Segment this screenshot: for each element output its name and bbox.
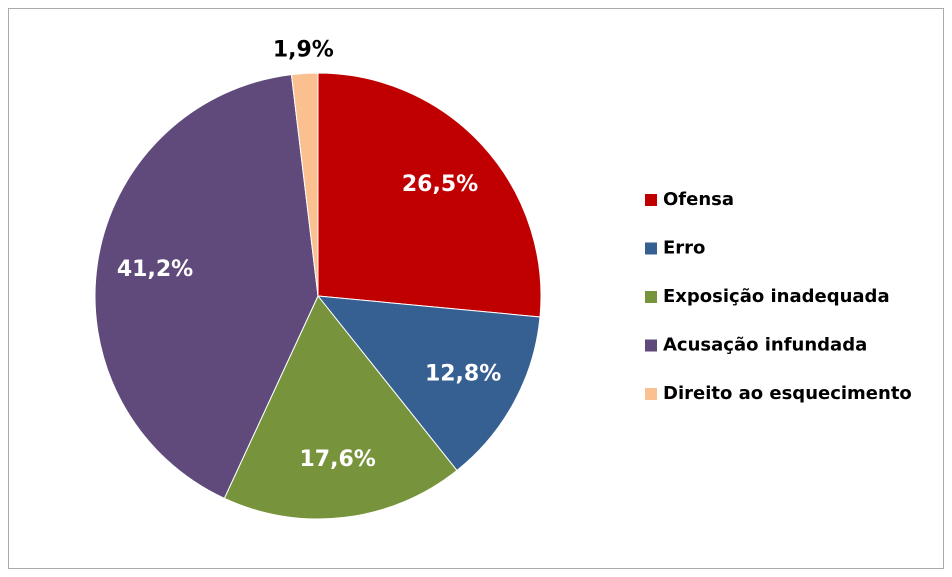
legend-label: Erro [663,238,705,259]
legend-swatch [645,194,657,206]
pie-slice [290,72,319,297]
legend-swatch [645,339,657,352]
legend-label: Acusação infundada [663,335,867,356]
legend-label: Direito ao esquecimento [663,383,912,404]
slice-label: 12,8% [425,362,501,387]
pie-slice [94,74,319,500]
legend-swatch [645,291,657,303]
pie-slice [223,295,458,520]
slice-label: 41,2% [117,257,193,282]
legend-swatch [645,388,657,400]
legend-label: Ofensa [663,189,734,210]
pie-slice [317,72,542,318]
pie-slice [316,295,541,472]
legend-label: Exposição inadequada [663,286,890,307]
slice-label: 1,9% [273,37,334,62]
slice-label: 17,6% [299,447,375,472]
slice-label: 26,5% [402,172,478,197]
legend-swatch [645,242,657,255]
